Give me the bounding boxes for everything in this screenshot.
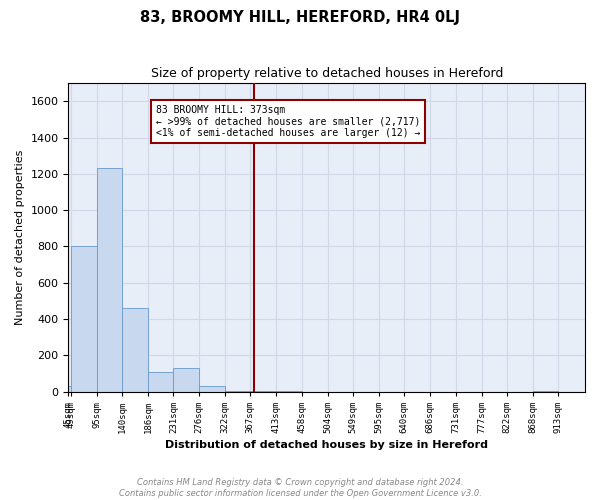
Bar <box>148 372 173 392</box>
X-axis label: Distribution of detached houses by size in Hereford: Distribution of detached houses by size … <box>165 440 488 450</box>
Bar <box>225 391 250 392</box>
Text: 83, BROOMY HILL, HEREFORD, HR4 0LJ: 83, BROOMY HILL, HEREFORD, HR4 0LJ <box>140 10 460 25</box>
Text: 83 BROOMY HILL: 373sqm
← >99% of detached houses are smaller (2,717)
<1% of semi: 83 BROOMY HILL: 373sqm ← >99% of detache… <box>156 104 421 138</box>
Bar <box>71 246 97 392</box>
Title: Size of property relative to detached houses in Hereford: Size of property relative to detached ho… <box>151 68 503 80</box>
Bar <box>97 168 122 392</box>
Text: Contains HM Land Registry data © Crown copyright and database right 2024.
Contai: Contains HM Land Registry data © Crown c… <box>119 478 481 498</box>
Bar <box>250 391 276 392</box>
Bar <box>533 391 559 392</box>
Bar <box>199 386 225 392</box>
Bar <box>68 386 71 392</box>
Bar <box>122 308 148 392</box>
Y-axis label: Number of detached properties: Number of detached properties <box>15 150 25 325</box>
Bar <box>173 368 199 392</box>
